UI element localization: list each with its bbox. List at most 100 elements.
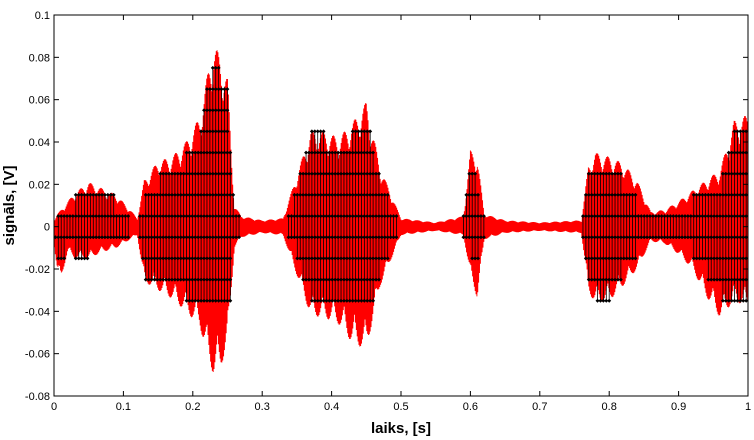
sample-marker: [368, 171, 373, 176]
sample-marker: [662, 235, 667, 240]
sample-marker: [738, 277, 743, 282]
sample-marker: [202, 256, 207, 261]
sample-marker: [204, 108, 209, 113]
sample-marker: [70, 235, 75, 240]
sample-marker: [659, 214, 664, 219]
y-tick-label: 0.04: [29, 137, 50, 149]
sample-marker: [222, 192, 227, 197]
sample-marker: [73, 256, 78, 261]
sample-marker: [327, 298, 332, 303]
sample-marker: [216, 298, 221, 303]
sample-marker: [706, 192, 711, 197]
sample-marker: [723, 192, 728, 197]
sample-marker: [726, 235, 731, 240]
sample-marker: [298, 214, 303, 219]
sample-marker: [624, 235, 629, 240]
sample-marker: [735, 256, 740, 261]
sample-marker: [613, 235, 618, 240]
sample-marker: [586, 214, 591, 219]
sample-marker: [327, 214, 332, 219]
sample-marker: [344, 171, 349, 176]
sample-marker: [108, 192, 113, 197]
y-axis: -0.08 -0.06 -0.04 -0.02 0 0.02 0.04 0.06 0.08 0.1: [25, 10, 748, 403]
sample-marker: [327, 150, 332, 155]
sample-marker: [741, 171, 746, 176]
sample-marker: [717, 192, 722, 197]
sample-marker: [336, 171, 341, 176]
sample-marker: [691, 235, 696, 240]
sample-marker: [339, 235, 344, 240]
sample-marker: [720, 277, 725, 282]
sample-marker: [199, 129, 204, 134]
sample-marker: [365, 277, 370, 282]
sample-marker: [298, 171, 303, 176]
sample-marker: [618, 256, 623, 261]
sample-marker: [219, 129, 224, 134]
sample-marker: [315, 192, 320, 197]
sample-marker: [391, 235, 396, 240]
sample-marker: [376, 235, 381, 240]
sample-marker: [184, 192, 189, 197]
sample-marker: [225, 298, 230, 303]
sample-marker: [607, 214, 612, 219]
sample-marker: [161, 214, 166, 219]
sample-marker: [633, 192, 638, 197]
sample-marker: [219, 150, 224, 155]
sample-marker: [59, 214, 64, 219]
sample-marker: [62, 256, 67, 261]
sample-marker: [601, 256, 606, 261]
sample-marker: [648, 214, 653, 219]
sample-marker: [97, 235, 102, 240]
sample-marker: [330, 256, 335, 261]
sample-marker: [216, 192, 221, 197]
sample-marker: [376, 192, 381, 197]
sample-marker: [359, 150, 364, 155]
sample-marker: [213, 298, 218, 303]
sample-marker: [67, 214, 72, 219]
sample-marker: [199, 235, 204, 240]
sample-marker: [712, 235, 717, 240]
sample-marker: [339, 192, 344, 197]
sample-marker: [350, 256, 355, 261]
sample-marker: [213, 129, 218, 134]
sample-marker: [65, 214, 70, 219]
sample-marker: [149, 277, 154, 282]
sample-marker: [368, 150, 373, 155]
sample-marker: [712, 192, 717, 197]
sample-marker: [347, 298, 352, 303]
sample-marker: [359, 129, 364, 134]
sample-marker: [467, 171, 472, 176]
sample-marker: [589, 256, 594, 261]
sample-marker: [312, 150, 317, 155]
sample-marker: [473, 192, 478, 197]
sample-marker: [225, 87, 230, 92]
sample-marker: [204, 171, 209, 176]
sample-marker: [306, 214, 311, 219]
sample-marker: [592, 171, 597, 176]
sample-marker: [685, 235, 690, 240]
sample-marker: [744, 214, 749, 219]
sample-marker: [202, 298, 207, 303]
sample-marker: [231, 192, 236, 197]
sample-marker: [309, 129, 314, 134]
sample-marker: [315, 129, 320, 134]
sample-marker: [738, 298, 743, 303]
sample-marker: [312, 129, 317, 134]
sample-marker: [324, 235, 329, 240]
sample-marker: [167, 171, 172, 176]
sample-marker: [601, 277, 606, 282]
sample-marker: [146, 235, 151, 240]
sample-marker: [738, 129, 743, 134]
sample-marker: [190, 214, 195, 219]
sample-marker: [169, 214, 174, 219]
sample-marker: [362, 256, 367, 261]
sample-marker: [213, 256, 218, 261]
sample-marker: [213, 171, 218, 176]
sample-marker: [202, 150, 207, 155]
sample-marker: [607, 171, 612, 176]
sample-marker: [321, 129, 326, 134]
sample-marker: [199, 192, 204, 197]
sample-marker: [114, 235, 119, 240]
sample-marker: [321, 214, 326, 219]
sample-marker: [202, 108, 207, 113]
